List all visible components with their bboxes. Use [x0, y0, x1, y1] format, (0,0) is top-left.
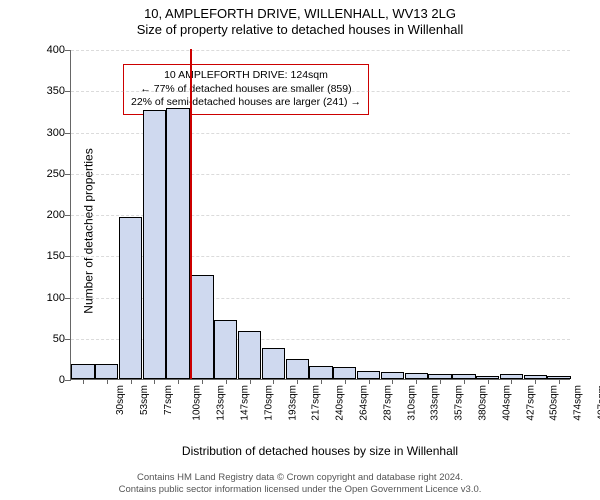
x-tick	[321, 379, 322, 384]
y-tick-label: 100	[47, 292, 71, 304]
x-tick	[107, 379, 108, 384]
x-tick-label: 380sqm	[478, 385, 489, 421]
annotation-box: 10 AMPLEFORTH DRIVE: 124sqm ← 77% of det…	[123, 64, 369, 115]
y-tick-label: 250	[47, 168, 71, 180]
histogram-bar	[143, 110, 166, 379]
footer: Contains HM Land Registry data © Crown c…	[0, 472, 600, 496]
histogram-bar	[286, 359, 309, 379]
x-tick	[202, 379, 203, 384]
x-tick-label: 333sqm	[430, 385, 441, 421]
highlight-marker	[190, 49, 192, 379]
x-tick-label: 217sqm	[311, 385, 322, 421]
x-tick-label: 147sqm	[240, 385, 251, 421]
x-tick	[416, 379, 417, 384]
x-tick-label: 100sqm	[192, 385, 203, 421]
x-tick-label: 193sqm	[287, 385, 298, 421]
x-tick	[226, 379, 227, 384]
histogram-bar	[95, 364, 118, 379]
x-tick	[369, 379, 370, 384]
x-tick-label: 474sqm	[573, 385, 584, 421]
histogram-bar	[71, 364, 94, 379]
x-tick	[297, 379, 298, 384]
histogram-bar	[119, 217, 142, 379]
y-tick-label: 150	[47, 250, 71, 262]
x-tick-label: 310sqm	[406, 385, 417, 421]
histogram-bar	[190, 275, 213, 379]
x-tick-label: 404sqm	[501, 385, 512, 421]
x-tick-label: 357sqm	[454, 385, 465, 421]
histogram-bar	[214, 320, 237, 379]
x-tick-label: 170sqm	[263, 385, 274, 421]
x-tick-label: 427sqm	[525, 385, 536, 421]
y-tick-label: 350	[47, 85, 71, 97]
x-tick	[345, 379, 346, 384]
x-tick-label: 450sqm	[549, 385, 560, 421]
annotation-line: 10 AMPLEFORTH DRIVE: 124sqm	[131, 69, 361, 83]
histogram-bar	[238, 331, 261, 379]
histogram-bar	[357, 371, 380, 379]
page-subtitle: Size of property relative to detached ho…	[10, 22, 590, 37]
annotation-line: ← 77% of detached houses are smaller (85…	[131, 83, 361, 97]
x-tick	[273, 379, 274, 384]
footer-line: Contains public sector information licen…	[0, 484, 600, 496]
x-tick-label: 287sqm	[382, 385, 393, 421]
x-tick-label: 264sqm	[359, 385, 370, 421]
x-tick	[511, 379, 512, 384]
x-tick	[392, 379, 393, 384]
y-tick-label: 0	[59, 374, 71, 386]
x-tick	[131, 379, 132, 384]
x-tick-label: 240sqm	[335, 385, 346, 421]
y-tick-label: 300	[47, 127, 71, 139]
x-tick	[488, 379, 489, 384]
histogram-bar	[166, 108, 189, 379]
x-tick-label: 30sqm	[115, 385, 126, 415]
histogram-bar	[333, 367, 356, 379]
x-tick	[535, 379, 536, 384]
x-tick	[464, 379, 465, 384]
footer-line: Contains HM Land Registry data © Crown c…	[0, 472, 600, 484]
x-tick	[559, 379, 560, 384]
x-tick	[440, 379, 441, 384]
y-tick-label: 400	[47, 44, 71, 56]
x-tick	[83, 379, 84, 384]
x-tick-label: 53sqm	[139, 385, 150, 415]
x-tick	[154, 379, 155, 384]
histogram-bar	[381, 372, 404, 379]
x-tick-label: 77sqm	[163, 385, 174, 415]
page-title: 10, AMPLEFORTH DRIVE, WILLENHALL, WV13 2…	[10, 6, 590, 21]
histogram-bar	[262, 348, 285, 379]
x-tick-label: 123sqm	[216, 385, 227, 421]
histogram-bar	[309, 366, 332, 379]
title-block: 10, AMPLEFORTH DRIVE, WILLENHALL, WV13 2…	[0, 0, 600, 39]
grid-line	[71, 50, 570, 51]
plot-area: 10 AMPLEFORTH DRIVE: 124sqm ← 77% of det…	[70, 50, 570, 380]
grid-line	[71, 91, 570, 92]
x-tick	[250, 379, 251, 384]
x-tick	[178, 379, 179, 384]
y-tick-label: 200	[47, 209, 71, 221]
chart-area: Number of detached properties 10 AMPLEFO…	[46, 46, 576, 416]
y-tick-label: 50	[53, 333, 71, 345]
